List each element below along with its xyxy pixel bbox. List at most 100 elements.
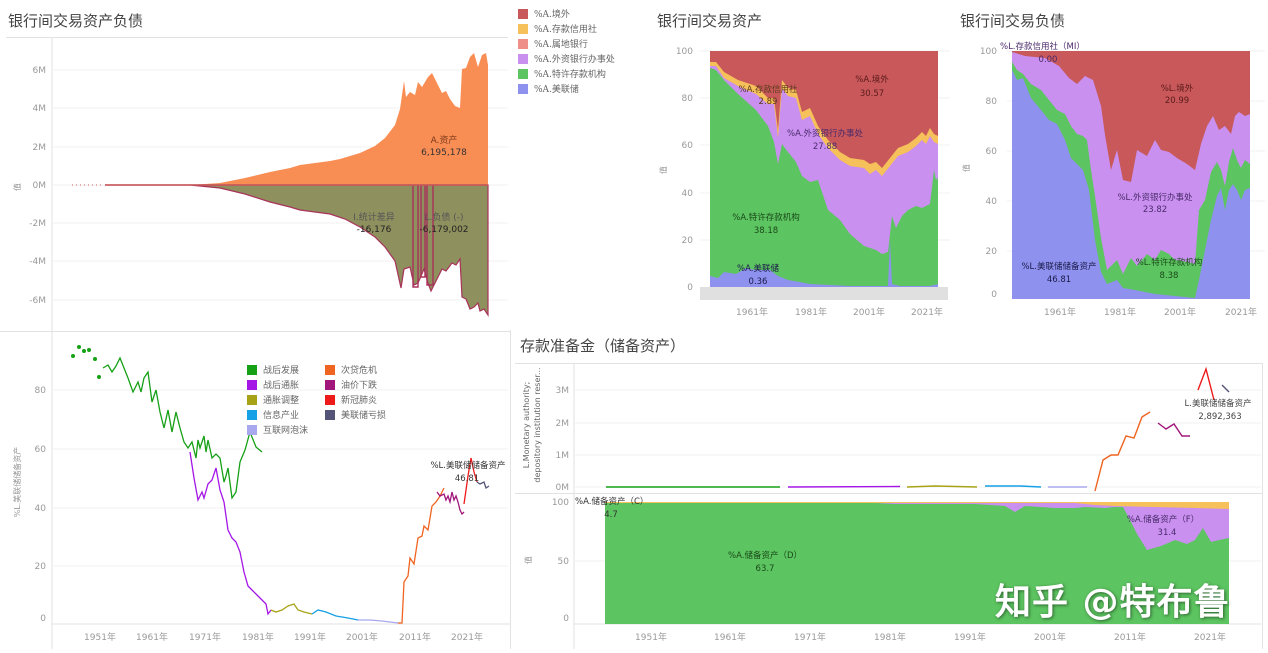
annotation-label: %A.外资银行办事处	[787, 128, 863, 139]
y-tick: 4M	[33, 104, 47, 114]
annotation-label: %A.储备资产（F）	[1127, 514, 1199, 525]
x-tick: 1971年	[794, 631, 826, 643]
annotation-value: 0.36	[749, 277, 768, 287]
line-info-industry	[985, 485, 1042, 488]
swatch-icon	[247, 394, 257, 405]
annotation-liabilities-value: -6,179,002	[419, 225, 468, 235]
y-tick: 80	[682, 94, 694, 104]
annotation-discrepancy-label: I.统计差异	[353, 211, 395, 223]
divider	[510, 330, 511, 649]
legend-item[interactable]: 次贷危机	[325, 362, 405, 377]
area-liabilities	[105, 184, 489, 317]
y-tick: 0M	[556, 483, 570, 493]
annotation-label: L.美联储储备资产	[1185, 398, 1252, 409]
x-tick: 2001年	[1034, 631, 1066, 643]
annotation-value: 38.18	[754, 226, 778, 236]
era-legend: 战后发展 次贷危机 战后通胀 油价下跌 通胀调整 新冠肺炎 信息产业 美联储亏损…	[247, 362, 405, 437]
y-tick: 3M	[556, 386, 570, 396]
legend-item[interactable]: 信息产业	[247, 407, 325, 422]
swatch-icon	[247, 409, 257, 420]
y-tick: 40	[682, 189, 694, 199]
chart-reserve-balances: 3M 2M 1M 0M L.Monetary authority; deposi…	[515, 363, 1263, 493]
annotation-value: 2.89	[759, 97, 778, 107]
line-internet-bubble	[358, 619, 399, 624]
chart-interbank-liabilities-pct: 100 80 60 40 20 0 值 %L.存款信用社（MI） 0.00 %L…	[955, 40, 1268, 325]
y-tick: 20	[35, 562, 47, 572]
swatch-icon	[247, 379, 257, 390]
annotation-label: %L.外资银行办事处	[1117, 192, 1193, 203]
y-tick: 0	[991, 290, 997, 300]
y-tick: 20	[682, 236, 694, 246]
annotation-value: 27.88	[813, 142, 837, 152]
legend-item[interactable]: 新冠肺炎	[325, 392, 405, 407]
line-fed-losses	[1221, 384, 1230, 393]
legend-item[interactable]: 油价下跌	[325, 377, 405, 392]
y-axis-label: 值	[12, 183, 22, 191]
line-subprime-crisis	[398, 487, 445, 624]
x-tick: 1981年	[242, 631, 274, 643]
line-inflation-adjustment	[270, 603, 313, 615]
y-tick: -6M	[29, 296, 46, 306]
y-axis-label: depository institution reser...	[533, 367, 542, 482]
annotation-value: 63.7	[756, 564, 775, 574]
legend-item[interactable]: 战后发展	[247, 362, 325, 377]
annotation-value: 31.4	[1158, 528, 1177, 538]
swatch-icon	[325, 394, 335, 405]
line-fed-losses	[476, 481, 490, 490]
line-postwar-development	[102, 356, 263, 500]
y-tick: 50	[558, 557, 570, 567]
line-postwar-inflation	[787, 485, 901, 488]
legend-item[interactable]: 战后通胀	[247, 377, 325, 392]
legend-item[interactable]: 美联储亏损	[325, 407, 405, 422]
annotation-assets-label: A.资产	[431, 134, 458, 146]
chart-interbank-assets-pct: 100 80 60 40 20 0 值 %A.境外 30.57 %A.存款信用社…	[650, 40, 955, 325]
legend-item[interactable]: 互联网泡沫	[247, 422, 325, 437]
swatch-icon	[325, 409, 335, 420]
legend-item[interactable]: %A.存款信用社	[518, 21, 615, 36]
legend-item[interactable]: 通胀调整	[247, 392, 325, 407]
chart-title-reserve-balances: 存款准备金（储备资产）	[520, 337, 686, 355]
annotation-label: %A.特许存款机构	[732, 212, 799, 223]
area-reserve-d	[605, 503, 1229, 624]
y-tick: 2M	[556, 419, 570, 429]
annotation-label: %A.存款信用社	[739, 84, 798, 95]
y-tick: 60	[986, 147, 998, 157]
legend-item[interactable]: %A.外资银行办事处	[518, 51, 615, 66]
annotation-label: %L.特许存款机构	[1136, 257, 1203, 268]
y-tick: 40	[986, 197, 998, 207]
legend-item[interactable]: %A.属地银行	[518, 36, 615, 51]
y-axis-label: 值	[658, 166, 668, 174]
annotation-value: 20.99	[1165, 96, 1189, 106]
y-tick: 0	[687, 283, 693, 293]
y-tick: 100	[552, 498, 569, 508]
y-tick: 1M	[556, 451, 570, 461]
y-tick: 0	[40, 614, 46, 624]
legend-item[interactable]: %A.美联储	[518, 81, 615, 96]
y-tick: -2M	[29, 219, 46, 229]
legend-item[interactable]: %A.境外	[518, 6, 615, 21]
swatch-icon	[518, 23, 528, 34]
swatch-icon	[325, 364, 335, 375]
line-oil-price-drop	[436, 491, 465, 516]
y-tick: 40	[35, 504, 47, 514]
x-tick: 2001年	[853, 306, 885, 318]
divider	[0, 331, 510, 332]
annotation-value: 0.00	[1039, 55, 1058, 65]
y-tick: 80	[35, 386, 47, 396]
x-tick: 2021年	[451, 631, 483, 643]
annotation-label: %A.境外	[855, 74, 889, 85]
annotation-label: %L.存款信用社（MI）	[1000, 41, 1085, 52]
line-covid	[463, 457, 478, 505]
x-tick: 1981年	[1104, 306, 1136, 318]
x-tick: 1971年	[189, 631, 221, 643]
asset-legend: %A.境外 %A.存款信用社 %A.属地银行 %A.外资银行办事处 %A.特许存…	[518, 6, 615, 96]
divider	[515, 363, 1263, 364]
x-tick: 1991年	[294, 631, 326, 643]
legend-item[interactable]: %A.特许存款机构	[518, 66, 615, 81]
watermark: 知乎 @特布鲁	[995, 582, 1231, 623]
annotation-label: %A.储备资产（C）	[575, 496, 648, 507]
x-tick: 2011年	[1114, 631, 1146, 643]
swatch-icon	[518, 68, 528, 79]
chart-reserve-assets-pct: 100 50 0 值 %A.储备资产（C） 4.7 %A.储备资产（D） 63.…	[515, 494, 1263, 649]
swatch-icon	[518, 38, 528, 49]
